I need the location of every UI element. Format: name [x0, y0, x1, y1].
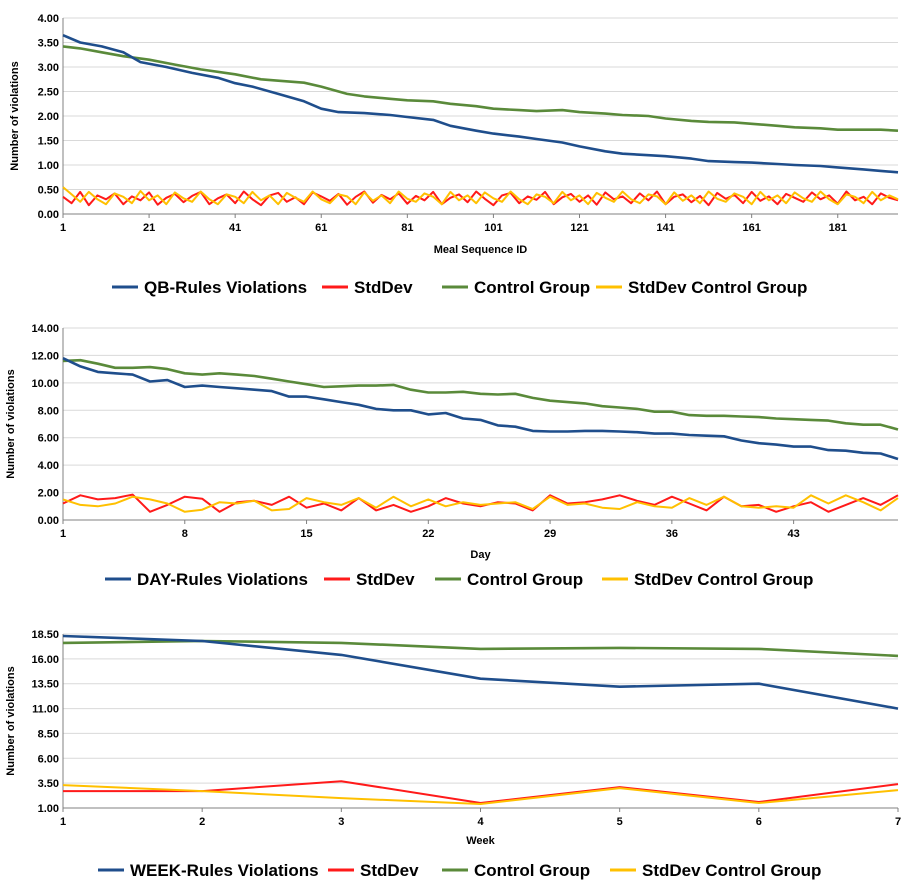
y-axis-title: Number of violations — [5, 369, 17, 478]
y-tick-label: 2.50 — [38, 87, 59, 99]
y-tick-label: 8.00 — [38, 405, 59, 417]
chart-1: 0.000.501.001.502.002.503.003.504.001 21 4… — [9, 13, 899, 297]
x-tick-label: 1 — [60, 528, 66, 540]
x-tick-label: 36 — [666, 528, 678, 540]
legend-label: StdDev Control Group — [634, 570, 813, 589]
x-tick-label: 22 — [422, 528, 434, 540]
y-tick-label: 0.00 — [38, 209, 59, 221]
series-line-stddev-control-group — [62, 784, 899, 805]
legend-label: WEEK-Rules Violations — [130, 861, 319, 880]
legend-label: StdDev — [356, 570, 415, 589]
series-line-control-group — [62, 358, 899, 431]
y-tick-label: 13.50 — [31, 679, 59, 691]
x-tick-label: 4 — [477, 816, 484, 828]
x-tick-label: 61 — [315, 222, 327, 234]
series-line-qb-rules-violations — [62, 34, 899, 174]
y-tick-label: 0.50 — [38, 185, 59, 197]
y-tick-label: 8.50 — [38, 728, 59, 740]
y-axis-title: Number of violations — [5, 666, 17, 775]
series-line-stddev-control-group — [62, 186, 899, 206]
legend-label: Control Group — [474, 861, 590, 880]
series-line-stddev — [63, 780, 899, 804]
x-tick-label: 15 — [300, 528, 312, 540]
series-line-day-rules-violations — [62, 357, 899, 461]
x-tick-label: 2 — [199, 816, 205, 828]
y-tick-label: 6.00 — [38, 753, 59, 765]
y-tick-label: 14.00 — [31, 323, 59, 335]
x-tick-label: 1 — [60, 816, 66, 828]
series-line-control-group — [62, 45, 899, 132]
x-tick-label: 21 — [143, 222, 155, 234]
y-tick-label: 12.00 — [31, 350, 59, 362]
legend-label: DAY-Rules Violations — [137, 570, 308, 589]
series-line-control-group — [62, 639, 899, 658]
y-tick-label: 11.00 — [32, 704, 59, 716]
x-axis-title: Week — [466, 835, 495, 847]
x-axis-title: Meal Sequence ID — [434, 244, 528, 256]
x-tick-label: 5 — [617, 816, 623, 828]
y-tick-label: 2.00 — [38, 111, 59, 123]
chart-3: 1.00 3.50 6.00 8.50 11.00 13.50 16.00 18.50 1 2 3 4… — [5, 629, 901, 880]
y-tick-label: 1.00 — [38, 160, 59, 172]
series-line-stddev-control-group — [62, 494, 899, 513]
x-axis-title: Day — [470, 549, 491, 561]
legend-label: StdDev Control Group — [628, 278, 807, 297]
y-tick-label: 16.00 — [31, 654, 59, 666]
legend-label: Control Group — [474, 278, 590, 297]
legend-label: StdDev — [354, 278, 413, 297]
x-tick-label: 6 — [756, 816, 762, 828]
y-tick-label: 18.50 — [31, 629, 59, 641]
x-tick-label: 121 — [570, 222, 588, 234]
x-tick-label: 141 — [656, 222, 674, 234]
x-tick-label: 161 — [742, 222, 760, 234]
series-line-week-rules-violations — [62, 634, 899, 710]
x-tick-label: 29 — [544, 528, 556, 540]
x-tick-label: 181 — [829, 222, 847, 234]
chart-2: 0.00 2.00 4.00 6.00 8.00 10.00 12.00 14.00 1 8 15 2… — [5, 323, 899, 589]
y-tick-label: 4.00 — [38, 13, 59, 25]
y-tick-label: 10.00 — [31, 378, 59, 390]
x-tick-label: 1 — [60, 222, 66, 234]
legend-label: StdDev Control Group — [642, 861, 821, 880]
y-tick-label: 1.00 — [38, 803, 59, 815]
y-tick-label: 6.00 — [38, 433, 59, 445]
x-tick-label: 101 — [484, 222, 502, 234]
y-axis-title: Number of violations — [9, 61, 21, 170]
y-tick-label: 4.00 — [38, 460, 59, 472]
x-tick-label: 43 — [788, 528, 800, 540]
x-tick-label: 8 — [182, 528, 188, 540]
y-tick-label: 3.50 — [38, 38, 59, 50]
y-tick-label: 0.00 — [38, 515, 59, 527]
legend-label: QB-Rules Violations — [144, 278, 307, 297]
y-tick-label: 3.50 — [38, 778, 59, 790]
series-line-stddev — [62, 493, 899, 513]
x-tick-label: 3 — [338, 816, 344, 828]
x-tick-label: 41 — [229, 222, 241, 234]
y-tick-label: 3.00 — [38, 62, 59, 74]
y-tick-label: 2.00 — [38, 488, 59, 500]
y-tick-label: 1.50 — [38, 136, 59, 148]
legend-label: Control Group — [467, 570, 583, 589]
legend-label: StdDev — [360, 861, 419, 880]
x-tick-label: 81 — [401, 222, 413, 234]
x-tick-label: 7 — [895, 816, 901, 828]
